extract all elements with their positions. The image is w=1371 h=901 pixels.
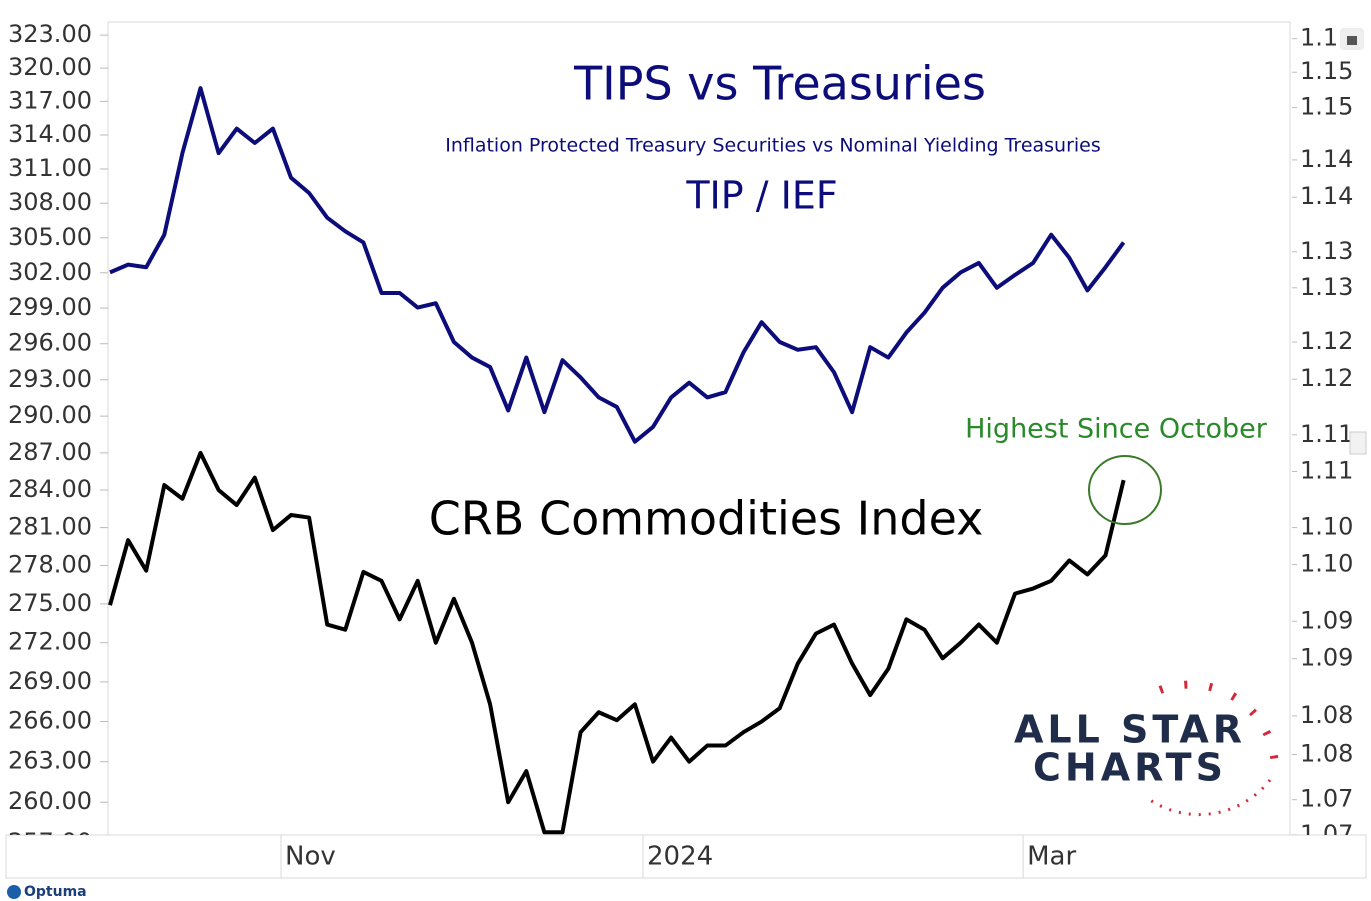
chart-title: TIPS vs Treasuries (573, 57, 986, 111)
y2-tick-label: 1.09 (1300, 606, 1353, 634)
y2-tick-label: 1.11 (1300, 456, 1353, 484)
y2-tick-label: 1.08 (1300, 701, 1353, 729)
y2-tick-label: 1.14 (1300, 182, 1353, 210)
y-tick-label: 320.00 (8, 53, 92, 81)
lock-icon-body (1347, 36, 1357, 45)
y-tick-label: 260.00 (8, 787, 92, 815)
y-tick-label: 266.00 (8, 707, 92, 735)
x-axis: Nov 2024 Mar (280, 835, 1076, 878)
right-axis: 1.1 1.15 1.15 1.14 1.14 1.13 1.13 1.12 1.12 1.11 1… (1292, 24, 1353, 848)
y2-tick-label: 1.13 (1300, 273, 1353, 301)
y-tick-label: 257.00 (8, 828, 92, 856)
y-tick-label: 317.00 (8, 86, 92, 114)
y-tick-label: 272.00 (8, 628, 92, 656)
y2-tick-label: 1.12 (1300, 327, 1353, 355)
watermark-text: CHARTS (1033, 746, 1227, 790)
highlight-circle (1088, 455, 1162, 525)
left-axis: 323.00 320.00 317.00 314.00 311.00 308.00 305.… (8, 20, 108, 856)
collapse-handle[interactable] (1349, 431, 1367, 455)
y-tick-label: 278.00 (8, 551, 92, 579)
y-tick-label: 308.00 (8, 188, 92, 216)
y2-tick-label: 1.07 (1300, 820, 1353, 848)
y2-tick-label: 1.07 (1300, 785, 1353, 813)
brand: Optuma (24, 884, 87, 900)
y2-tick-label: 1.15 (1300, 93, 1353, 121)
brand-icon (7, 885, 21, 899)
y2-tick-label: 1.10 (1300, 550, 1353, 578)
y2-tick-label: 1.1 (1300, 24, 1338, 52)
x-tick-label: Mar (1027, 842, 1076, 872)
y-tick-label: 290.00 (8, 401, 92, 429)
y-tick-label: 287.00 (8, 438, 92, 466)
y-tick-label: 311.00 (8, 154, 92, 182)
series-line (108, 450, 1126, 835)
y2-tick-label: 1.11 (1300, 420, 1353, 448)
chart-subtitle: Inflation Protected Treasury Securities … (445, 135, 1101, 157)
y-tick-label: 302.00 (8, 258, 92, 286)
y-tick-label: 269.00 (8, 667, 92, 695)
watermark: ALL STAR CHARTS (1014, 680, 1280, 817)
y-tick-label: 293.00 (8, 365, 92, 393)
series-label: CRB Commodities Index (429, 492, 984, 546)
plot-area (108, 86, 1126, 835)
y2-tick-label: 1.13 (1300, 237, 1353, 265)
y2-tick-label: 1.12 (1300, 364, 1353, 392)
y-tick-label: 263.00 (8, 747, 92, 775)
watermark-text: ALL STAR (1014, 708, 1246, 752)
annotation: Highest Since October (965, 414, 1268, 445)
y-tick-label: 323.00 (8, 20, 92, 48)
y2-tick-label: 1.08 (1300, 740, 1353, 768)
y-tick-label: 296.00 (8, 329, 92, 357)
y2-tick-label: 1.15 (1300, 57, 1353, 85)
y-tick-label: 305.00 (8, 223, 92, 251)
x-tick-label: Nov (285, 842, 336, 872)
series-line (109, 86, 1126, 444)
y2-tick-label: 1.09 (1300, 644, 1353, 672)
y-tick-label: 281.00 (8, 513, 92, 541)
x-tick-label: 2024 (647, 842, 713, 872)
y-tick-label: 275.00 (8, 589, 92, 617)
y2-tick-label: 1.10 (1300, 513, 1353, 541)
y2-tick-label: 1.14 (1300, 145, 1353, 173)
series-label: TIP / IEF (685, 174, 837, 218)
y-tick-label: 314.00 (8, 120, 92, 148)
x-axis-frame (5, 834, 1367, 879)
y-tick-label: 299.00 (8, 293, 92, 321)
y-tick-label: 284.00 (8, 475, 92, 503)
